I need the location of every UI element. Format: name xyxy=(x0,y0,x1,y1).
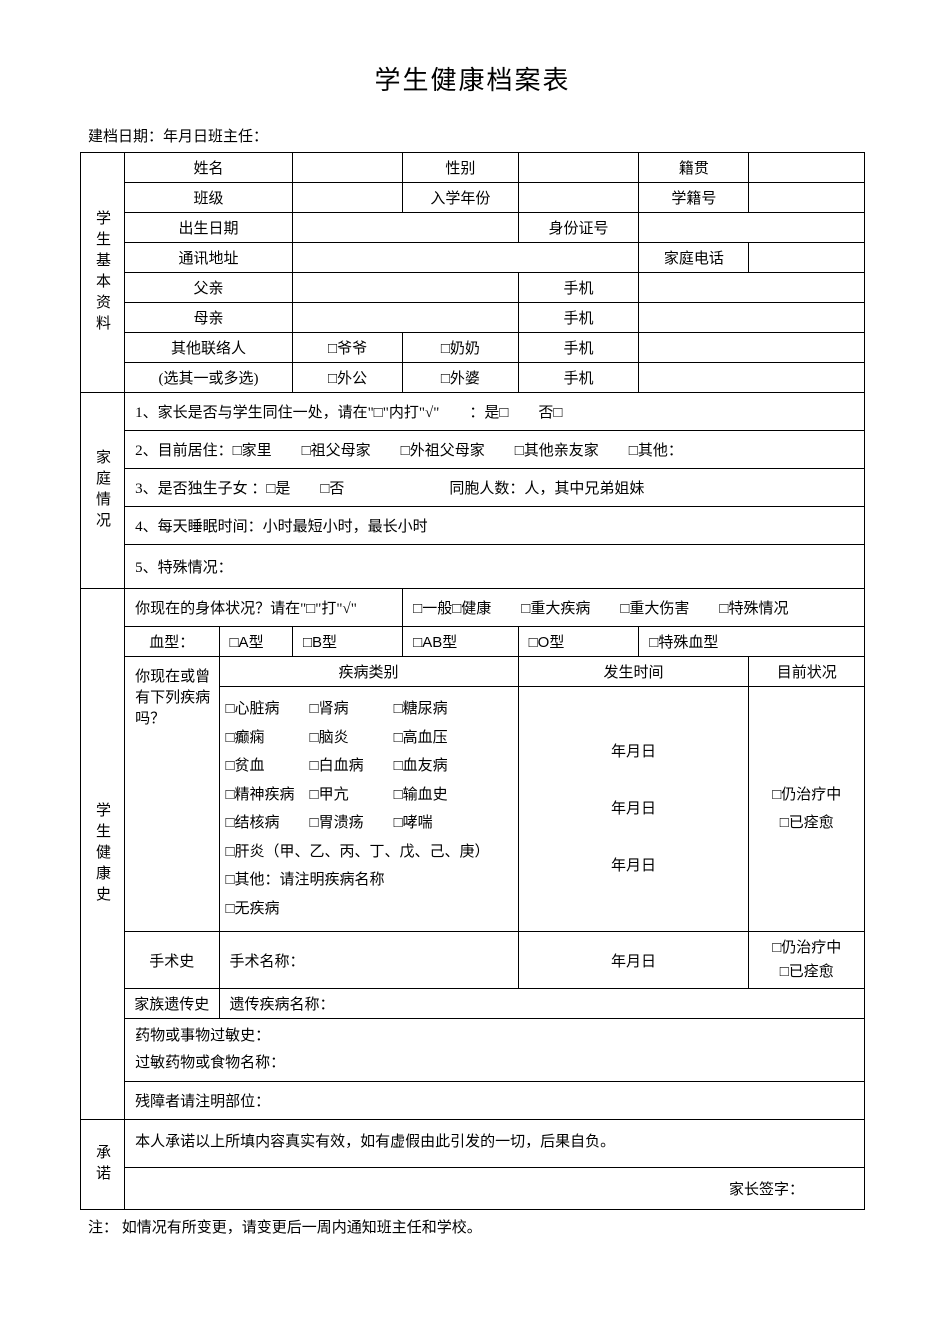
checkbox-mgma[interactable]: □外婆 xyxy=(403,363,518,393)
label-mobile2: 手机 xyxy=(518,303,639,333)
section-health-label: 学生健康史 xyxy=(81,589,125,1120)
label-blood: 血型： xyxy=(125,627,219,657)
blood-b[interactable]: □B型 xyxy=(292,627,402,657)
label-mobile1: 手机 xyxy=(518,273,639,303)
label-sid: 学籍号 xyxy=(639,183,749,213)
label-mother: 母亲 xyxy=(125,303,293,333)
field-mobile3[interactable] xyxy=(639,333,865,363)
field-name[interactable] xyxy=(292,153,402,183)
field-addr[interactable] xyxy=(292,243,638,273)
family-q5[interactable]: 5、特殊情况： xyxy=(125,545,865,589)
family-q4[interactable]: 4、每天睡眠时间：小时最短小时，最长小时 xyxy=(125,507,865,545)
field-idno[interactable] xyxy=(639,213,865,243)
health-form-table: 学生基本资料 姓名 性别 籍贯 班级 入学年份 学籍号 出生日期 身份证号 通讯… xyxy=(80,152,865,1210)
field-birth[interactable] xyxy=(292,213,518,243)
family-q2[interactable]: 2、目前居住：□家里 □祖父母家 □外祖父母家 □其他亲友家 □其他： xyxy=(125,431,865,469)
col-time: 发生时间 xyxy=(518,657,749,687)
disease-list[interactable]: □心脏病 □肾病 □糖尿病 □癫痫 □脑炎 □高血压 □贫血 □白血病 □血友病… xyxy=(219,687,518,932)
label-othernote: (选其一或多选) xyxy=(125,363,293,393)
label-addr: 通讯地址 xyxy=(125,243,293,273)
health-status-q: 你现在的身体状况？请在"□"打"√" xyxy=(125,589,403,627)
blood-ab[interactable]: □AB型 xyxy=(403,627,518,657)
surgery-name[interactable]: 手术名称： xyxy=(219,932,518,989)
family-q3[interactable]: 3、是否独生子女 ：□是 □否 同胞人数：人，其中兄弟姐妹 xyxy=(125,469,865,507)
field-sid[interactable] xyxy=(749,183,865,213)
col-disease: 疾病类别 xyxy=(219,657,518,687)
checkbox-grandpa[interactable]: □爷爷 xyxy=(292,333,402,363)
disease-q: 你现在或曾有下列疾病吗？ xyxy=(125,657,219,932)
disease-status[interactable]: □仍治疗中 □已痊愈 xyxy=(749,687,865,932)
field-gender[interactable] xyxy=(518,153,639,183)
field-mobile4[interactable] xyxy=(639,363,865,393)
field-class[interactable] xyxy=(292,183,402,213)
surgery-time[interactable]: 年月日 xyxy=(518,932,749,989)
blood-o[interactable]: □O型 xyxy=(518,627,639,657)
family-q1[interactable]: 1、家长是否与学生同住一处，请在"□"内打"√" ：是□ 否□ xyxy=(125,393,865,431)
section-promise-label: 承诺 xyxy=(81,1120,125,1210)
label-heredity: 家族遗传史 xyxy=(125,989,219,1019)
label-name: 姓名 xyxy=(125,153,293,183)
checkbox-grandma[interactable]: □奶奶 xyxy=(403,333,518,363)
field-origin[interactable] xyxy=(749,153,865,183)
disability[interactable]: 残障者请注明部位： xyxy=(125,1082,865,1120)
label-father: 父亲 xyxy=(125,273,293,303)
field-homephone[interactable] xyxy=(749,243,865,273)
page-title: 学生健康档案表 xyxy=(80,60,865,97)
label-idno: 身份证号 xyxy=(518,213,639,243)
label-mobile3: 手机 xyxy=(518,333,639,363)
section-basic-label: 学生基本资料 xyxy=(81,153,125,393)
section-family-label: 家庭情况 xyxy=(81,393,125,589)
footnote: 注： 如情况有所变更，请变更后一周内通知班主任和学校。 xyxy=(80,1216,865,1237)
field-mother[interactable] xyxy=(292,303,518,333)
label-homephone: 家庭电话 xyxy=(639,243,749,273)
field-father[interactable] xyxy=(292,273,518,303)
blood-sp[interactable]: □特殊血型 xyxy=(639,627,865,657)
subheader: 建档日期：年月日班主任： xyxy=(80,125,865,146)
health-status-opts[interactable]: □一般□健康 □重大疾病 □重大伤害 □特殊情况 xyxy=(403,589,865,627)
surgery-status[interactable]: □仍治疗中 □已痊愈 xyxy=(749,932,865,989)
label-origin: 籍贯 xyxy=(639,153,749,183)
allergy[interactable]: 药物或事物过敏史： 过敏药物或食物名称： xyxy=(125,1019,865,1082)
col-status: 目前状况 xyxy=(749,657,865,687)
label-surgery: 手术史 xyxy=(125,932,219,989)
field-mobile2[interactable] xyxy=(639,303,865,333)
label-birth: 出生日期 xyxy=(125,213,293,243)
blood-a[interactable]: □A型 xyxy=(219,627,292,657)
field-enroll[interactable] xyxy=(518,183,639,213)
label-enroll: 入学年份 xyxy=(403,183,518,213)
field-mobile1[interactable] xyxy=(639,273,865,303)
promise-sign[interactable]: 家长签字： xyxy=(125,1168,865,1210)
label-class: 班级 xyxy=(125,183,293,213)
label-other: 其他联络人 xyxy=(125,333,293,363)
promise-text: 本人承诺以上所填内容真实有效，如有虚假由此引发的一切，后果自负。 xyxy=(125,1120,865,1168)
label-mobile4: 手机 xyxy=(518,363,639,393)
label-gender: 性别 xyxy=(403,153,518,183)
heredity-name[interactable]: 遗传疾病名称： xyxy=(219,989,865,1019)
disease-time[interactable]: 年月日 年月日 年月日 xyxy=(518,687,749,932)
checkbox-mgpa[interactable]: □外公 xyxy=(292,363,402,393)
